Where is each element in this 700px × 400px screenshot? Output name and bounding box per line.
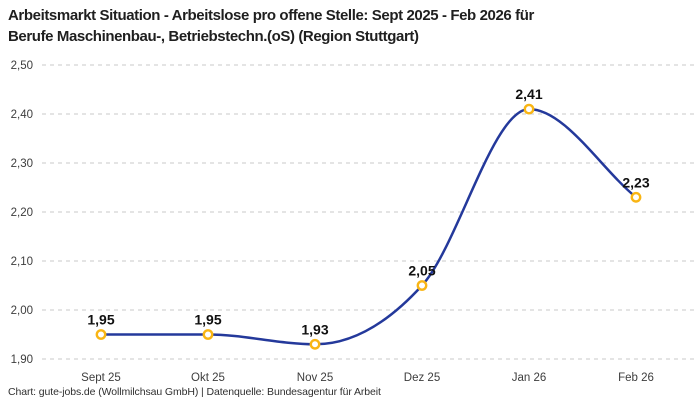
x-tick-label: Okt 25 (191, 372, 225, 384)
y-tick-label: 2,50 (11, 60, 33, 72)
y-tick-label: 1,90 (11, 354, 33, 366)
y-tick-label: 2,30 (11, 158, 33, 170)
series-line (99, 107, 638, 346)
data-point-marker[interactable] (95, 329, 107, 340)
data-point-marker[interactable] (630, 191, 642, 203)
x-tick-label: Feb 26 (618, 372, 654, 384)
data-point-label: 2,41 (515, 86, 542, 102)
chart-credit: Chart: gute-jobs.de (Wollmilchsau GmbH) … (8, 386, 381, 398)
x-tick-label: Dez 25 (404, 372, 440, 384)
data-point-label: 2,05 (408, 263, 435, 279)
x-tick-label: Nov 25 (297, 372, 333, 384)
data-point-label: 1,93 (301, 321, 328, 337)
data-point-label: 1,95 (87, 312, 114, 328)
x-tick-label: Jan 26 (512, 372, 547, 384)
y-tick-label: 2,20 (11, 207, 33, 219)
x-tick-label: Sept 25 (81, 372, 121, 384)
data-point-label: 1,95 (194, 312, 221, 328)
data-point-marker[interactable] (416, 280, 428, 291)
chart-title-line-1: Arbeitsmarkt Situation - Arbeitslose pro… (8, 7, 534, 24)
data-point-marker[interactable] (523, 103, 535, 115)
chart-title-line-2: Berufe Maschinenbau-, Betriebstechn.(oS)… (8, 28, 419, 45)
y-tick-label: 2,10 (11, 256, 33, 268)
chart-title: Arbeitsmarkt Situation - Arbeitslose pro… (8, 5, 534, 47)
data-point-marker[interactable] (202, 329, 214, 340)
data-point-marker[interactable] (309, 338, 321, 350)
y-tick-label: 2,00 (11, 305, 33, 317)
data-point-label: 2,23 (622, 174, 649, 190)
y-tick-label: 2,40 (11, 109, 33, 121)
